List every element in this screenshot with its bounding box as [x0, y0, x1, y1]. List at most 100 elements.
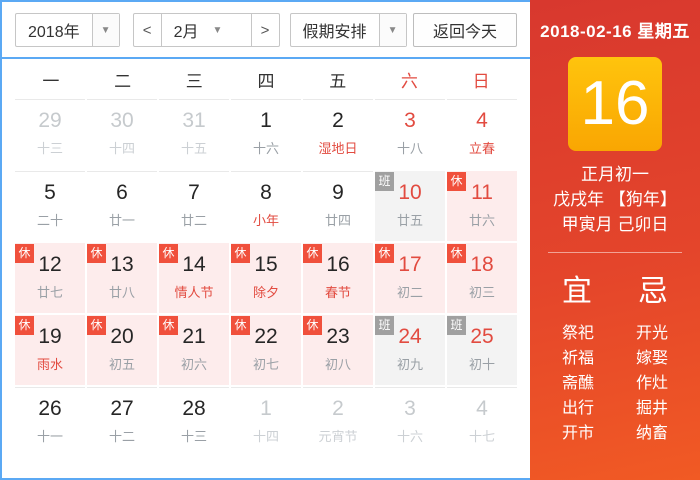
solar-day-number: 10: [398, 181, 422, 204]
day-cell-11[interactable]: 休 11 廿六: [447, 171, 517, 241]
solar-day-number: 6: [116, 181, 128, 204]
holiday-rest-badge: 休: [447, 244, 466, 263]
sidebar-day-number: 16: [568, 57, 662, 151]
holiday-rest-badge: 休: [375, 244, 394, 263]
yiji-header: 宜 忌: [530, 266, 700, 310]
day-cell-1[interactable]: 1 十六: [231, 99, 301, 169]
day-cell-3[interactable]: 3 十六: [375, 387, 445, 457]
lunar-day-label: 十二: [108, 429, 135, 444]
day-cell-29[interactable]: 29 十三: [15, 99, 85, 169]
sidebar-divider: [548, 252, 682, 253]
year-select[interactable]: 2018年 ▼: [15, 13, 120, 47]
solar-day-number: 15: [254, 253, 278, 276]
day-cell-28[interactable]: 28 十三: [159, 387, 229, 457]
day-cell-3[interactable]: 3 十八: [375, 99, 445, 169]
solar-day-number: 19: [38, 325, 62, 348]
day-cell-25[interactable]: 班 25 初十: [447, 315, 517, 385]
back-to-today-button[interactable]: 返回今天: [412, 13, 517, 47]
next-month-button[interactable]: >: [250, 14, 279, 46]
weekday-label: 三: [185, 71, 203, 91]
lunar-day-label: 春节: [324, 285, 351, 300]
day-cell-7[interactable]: 7 廿二: [159, 171, 229, 241]
day-cell-1[interactable]: 1 十四: [231, 387, 301, 457]
day-cell-23[interactable]: 休 23 初八: [303, 315, 373, 385]
day-cell-31[interactable]: 31 十五: [159, 99, 229, 169]
lunar-day-label: 十一: [36, 429, 63, 444]
holiday-rest-badge: 休: [303, 244, 322, 263]
holiday-rest-badge: 休: [447, 172, 466, 191]
solar-day-number: 21: [182, 325, 206, 348]
day-cell-10[interactable]: 班 10 廿五: [375, 171, 445, 241]
day-cell-19[interactable]: 休 19 雨水: [15, 315, 85, 385]
day-cell-12[interactable]: 休 12 廿七: [15, 243, 85, 313]
day-cell-9[interactable]: 9 廿四: [303, 171, 373, 241]
chevron-down-icon[interactable]: ▼: [91, 14, 119, 46]
yi-item: 斋醮: [561, 375, 594, 392]
solar-day-number: 4: [476, 397, 488, 420]
day-cell-30[interactable]: 30 十四: [87, 99, 157, 169]
solar-day-number: 1: [260, 397, 272, 420]
day-cell-22[interactable]: 休 22 初七: [231, 315, 301, 385]
day-cell-14[interactable]: 休 14 情人节: [159, 243, 229, 313]
month-select[interactable]: 2月 ▼: [160, 14, 251, 46]
sidebar-lunar-info: 正月初一 戊戌年 【狗年】 甲寅月 己卯日: [530, 162, 700, 237]
lunar-day-label: 十四: [108, 141, 135, 156]
solar-day-number: 2: [332, 397, 344, 420]
lunar-day-label: 十八: [396, 141, 423, 156]
lunar-day-label: 廿四: [324, 213, 351, 228]
holiday-rest-badge: 休: [159, 244, 178, 263]
day-cell-13[interactable]: 休 13 廿八: [87, 243, 157, 313]
holiday-select[interactable]: 假期安排 ▼: [289, 13, 407, 47]
lunar-day-label: 廿八: [108, 285, 135, 300]
solar-day-number: 22: [254, 325, 278, 348]
day-cell-2[interactable]: 2 元宵节: [303, 387, 373, 457]
weekday-label: 日: [472, 71, 490, 91]
solar-day-number: 20: [110, 325, 134, 348]
lunar-day-label: 初八: [324, 357, 351, 372]
day-cell-2[interactable]: 2 湿地日: [303, 99, 373, 169]
day-cell-24[interactable]: 班 24 初九: [375, 315, 445, 385]
holiday-select-value[interactable]: 假期安排: [302, 24, 367, 41]
day-cell-5[interactable]: 5 二十: [15, 171, 85, 241]
lunar-day-label: 二十: [36, 213, 63, 228]
ji-item: 掘井: [635, 400, 668, 417]
yi-item: 出行: [561, 400, 594, 417]
holiday-rest-badge: 休: [15, 316, 34, 335]
day-grid: 29 十三 30 十四 31 十五 1 十六 2 湿地日 3 十八 4 立春 5 二十 6 廿一 7 廿二 8 小年 9 廿四…: [15, 99, 517, 457]
lunar-day-label: 初七: [252, 357, 279, 372]
solar-day-number: 1: [260, 109, 272, 132]
day-cell-17[interactable]: 休 17 初二: [375, 243, 445, 313]
solar-day-number: 8: [260, 181, 272, 204]
prev-month-button[interactable]: <: [142, 21, 152, 39]
solar-day-number: 11: [471, 181, 493, 204]
solar-day-number: 4: [476, 109, 488, 132]
day-cell-16[interactable]: 休 16 春节: [303, 243, 373, 313]
lunar-day-label: 十四: [252, 429, 279, 444]
day-cell-8[interactable]: 8 小年: [231, 171, 301, 241]
day-cell-26[interactable]: 26 十一: [15, 387, 85, 457]
day-cell-4[interactable]: 4 立春: [447, 99, 517, 169]
today-sidebar: 2018-02-16 星期五 16 正月初一 戊戌年 【狗年】 甲寅月 己卯日 …: [530, 0, 700, 480]
lunar-date: 正月初一: [581, 165, 649, 184]
ji-item: 嫁娶: [635, 350, 668, 367]
day-cell-20[interactable]: 休 20 初五: [87, 315, 157, 385]
workday-badge: 班: [375, 172, 394, 191]
day-cell-6[interactable]: 6 廿一: [87, 171, 157, 241]
day-cell-15[interactable]: 休 15 除夕: [231, 243, 301, 313]
lunar-day-label: 除夕: [252, 285, 279, 300]
solar-day-number: 27: [110, 397, 134, 420]
sidebar-date: 2018-02-16 星期五: [540, 22, 690, 41]
weekday-label: 五: [329, 71, 347, 91]
day-cell-4[interactable]: 4 十七: [447, 387, 517, 457]
lunar-day-label: 十三: [180, 429, 207, 444]
month-nav: < 2月 ▼ >: [132, 13, 280, 47]
ji-list: 开光 嫁娶 作灶 掘井 纳畜: [635, 321, 669, 446]
ji-item: 作灶: [635, 375, 668, 392]
workday-badge: 班: [375, 316, 394, 335]
solar-day-number: 2: [332, 109, 344, 132]
day-cell-18[interactable]: 休 18 初三: [447, 243, 517, 313]
day-cell-21[interactable]: 休 21 初六: [159, 315, 229, 385]
year-select-value[interactable]: 2018年: [28, 24, 80, 41]
day-cell-27[interactable]: 27 十二: [87, 387, 157, 457]
chevron-down-icon[interactable]: ▼: [378, 14, 406, 46]
